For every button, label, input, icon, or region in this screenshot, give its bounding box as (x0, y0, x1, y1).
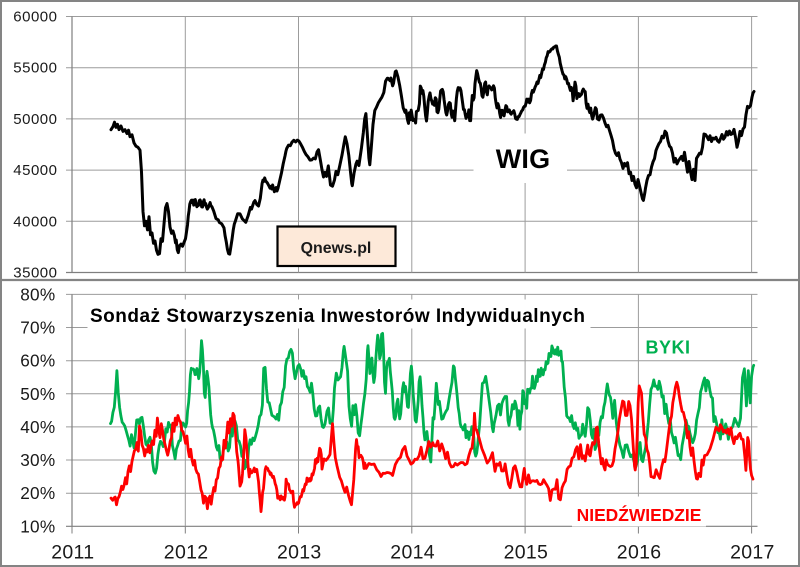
svg-text:70%: 70% (20, 318, 55, 338)
svg-text:2013: 2013 (277, 542, 322, 564)
svg-text:30%: 30% (20, 450, 55, 470)
svg-text:Qnews.pl: Qnews.pl (301, 240, 372, 257)
svg-text:60%: 60% (20, 351, 55, 371)
svg-text:2011: 2011 (51, 542, 94, 564)
svg-text:50%: 50% (20, 384, 55, 404)
svg-text:Sondaż Stowarzyszenia Inwestor: Sondaż Stowarzyszenia Inwestorów Indywid… (90, 306, 585, 327)
svg-text:10%: 10% (20, 516, 55, 536)
svg-text:20%: 20% (20, 483, 55, 503)
svg-text:WIG: WIG (496, 144, 551, 174)
svg-text:2017: 2017 (730, 542, 775, 564)
svg-text:2014: 2014 (390, 542, 435, 564)
svg-text:35000: 35000 (13, 265, 57, 282)
svg-text:2015: 2015 (504, 542, 549, 564)
svg-text:80%: 80% (20, 284, 55, 304)
svg-text:BYKI: BYKI (645, 338, 690, 358)
svg-text:45000: 45000 (13, 162, 57, 179)
svg-text:55000: 55000 (13, 60, 57, 77)
svg-text:60000: 60000 (13, 9, 57, 26)
svg-text:2012: 2012 (164, 542, 209, 564)
svg-text:40000: 40000 (13, 213, 57, 230)
svg-text:2016: 2016 (617, 542, 662, 564)
svg-text:NIEDŹWIEDZIE: NIEDŹWIEDZIE (577, 505, 702, 525)
svg-text:50000: 50000 (13, 111, 57, 128)
svg-text:40%: 40% (20, 417, 55, 437)
